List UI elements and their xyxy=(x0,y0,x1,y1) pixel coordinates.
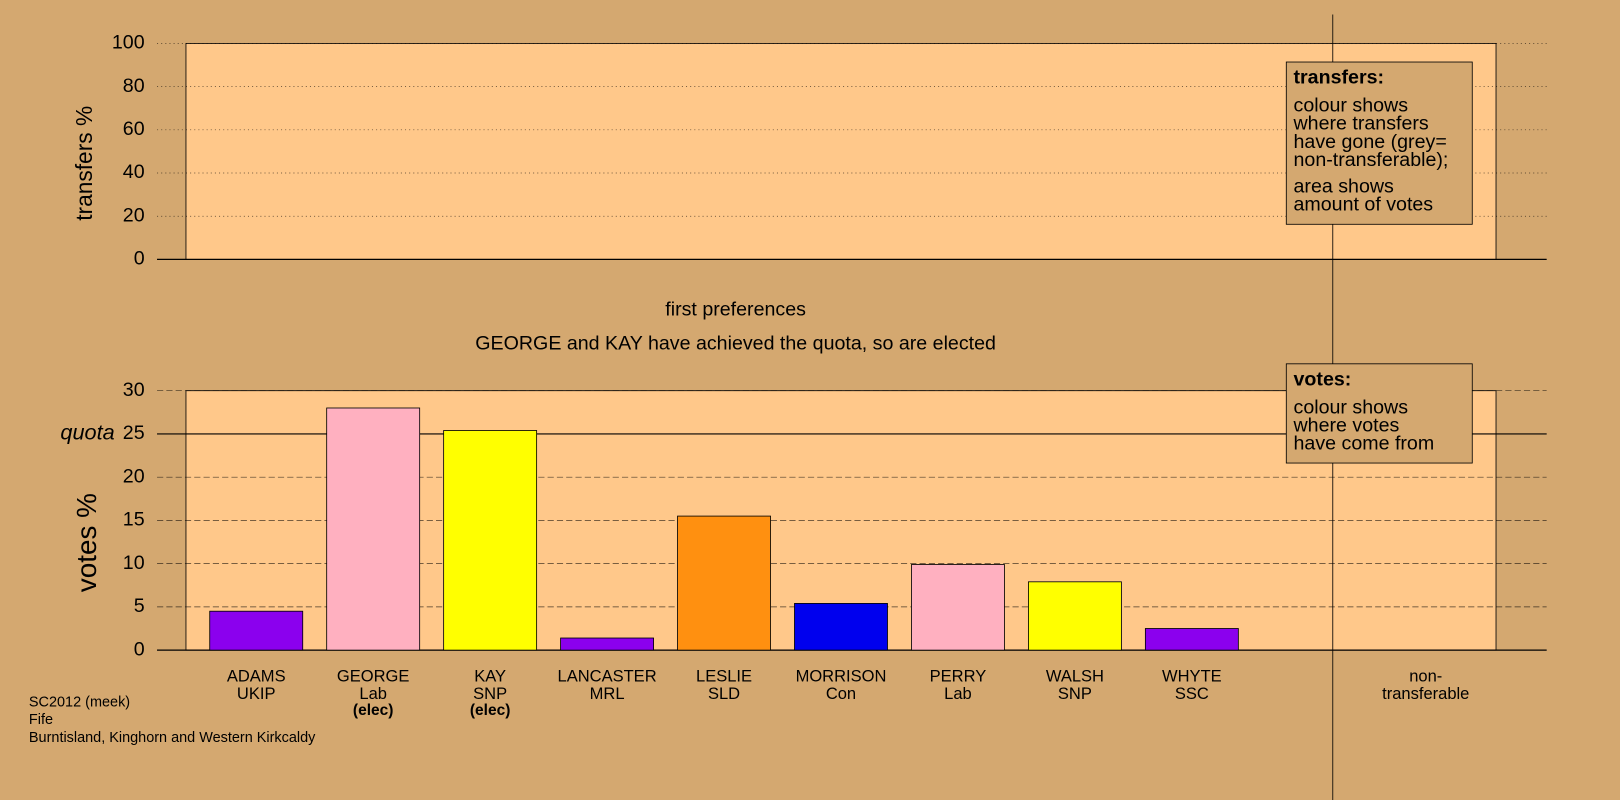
legend-box xyxy=(1285,61,1473,225)
x-tick-label: MORRISON xyxy=(796,666,887,685)
x-tick-label: (elec) xyxy=(353,702,393,719)
y-tick-label: 0 xyxy=(134,638,145,660)
y-tick-label: 0 xyxy=(134,248,145,270)
legend-box xyxy=(1285,363,1473,464)
y-tick-label: 30 xyxy=(123,379,145,401)
x-tick-label: Lab xyxy=(359,684,387,703)
y-tick-label: 20 xyxy=(123,204,145,226)
legend-text: colour shows xyxy=(1294,95,1409,117)
x-tick-label: SSC xyxy=(1175,684,1209,703)
y-tick-label: 20 xyxy=(123,465,145,487)
x-tick-label: GEORGE xyxy=(337,666,409,685)
x-tick-label: LANCASTER xyxy=(558,666,657,685)
x-tick-label: SNP xyxy=(473,684,507,703)
y-tick-label: 40 xyxy=(123,161,145,183)
bar xyxy=(794,603,888,651)
chart-subtitle: GEORGE and KAY have achieved the quota, … xyxy=(475,332,996,354)
quota-label: quota xyxy=(60,420,114,445)
y-tick-label: 25 xyxy=(123,422,145,444)
y-axis-label: transfers % xyxy=(71,106,97,221)
footer-text: Fife xyxy=(29,712,53,728)
legend-title: transfers: xyxy=(1294,67,1385,89)
bar xyxy=(443,430,538,651)
y-tick-label: 80 xyxy=(123,75,145,97)
bar xyxy=(677,515,771,651)
legend-text: area shows xyxy=(1294,175,1395,197)
y-tick-label: 60 xyxy=(123,118,145,140)
x-tick-label: transferable xyxy=(1382,684,1469,703)
y-axis-label: votes % xyxy=(71,493,102,592)
footer-text: SC2012 (meek) xyxy=(29,695,130,711)
bar xyxy=(1027,581,1122,651)
x-tick-label: MRL xyxy=(590,684,625,703)
x-tick-label: non- xyxy=(1409,666,1442,685)
x-tick-label: ADAMS xyxy=(227,666,286,685)
legend-text: where votes xyxy=(1293,415,1400,437)
x-tick-label: PERRY xyxy=(930,666,987,685)
x-tick-label: WHYTE xyxy=(1162,666,1222,685)
legend-text: have gone (grey= xyxy=(1294,131,1447,153)
footer-text: Burntisland, Kinghorn and Western Kirkca… xyxy=(29,730,316,746)
x-tick-label: KAY xyxy=(474,666,506,685)
y-tick-label: 5 xyxy=(134,595,145,617)
legend-text: where transfers xyxy=(1293,113,1429,135)
x-tick-label: SLD xyxy=(708,684,740,703)
x-tick-label: Lab xyxy=(944,684,972,703)
bar xyxy=(209,610,304,651)
y-tick-label: 10 xyxy=(123,552,145,574)
bar xyxy=(911,564,1005,651)
plot-area xyxy=(185,42,1497,260)
y-tick-label: 15 xyxy=(123,509,145,531)
chart-title: first preferences xyxy=(665,298,806,320)
legend-text: have come from xyxy=(1294,433,1435,455)
x-tick-label: UKIP xyxy=(237,684,276,703)
legend-text: non-transferable); xyxy=(1294,149,1449,171)
bar xyxy=(326,407,421,651)
x-tick-label: WALSH xyxy=(1046,666,1104,685)
bar xyxy=(1144,628,1239,651)
legend-text: amount of votes xyxy=(1294,193,1434,215)
x-tick-label: SNP xyxy=(1058,684,1092,703)
x-tick-label: Con xyxy=(826,684,856,703)
x-tick-label: LESLIE xyxy=(696,666,752,685)
x-tick-label: (elec) xyxy=(470,702,510,719)
legend-title: votes: xyxy=(1294,369,1352,391)
legend-text: colour shows xyxy=(1294,396,1409,418)
bar xyxy=(560,637,654,651)
y-tick-label: 100 xyxy=(112,32,145,54)
